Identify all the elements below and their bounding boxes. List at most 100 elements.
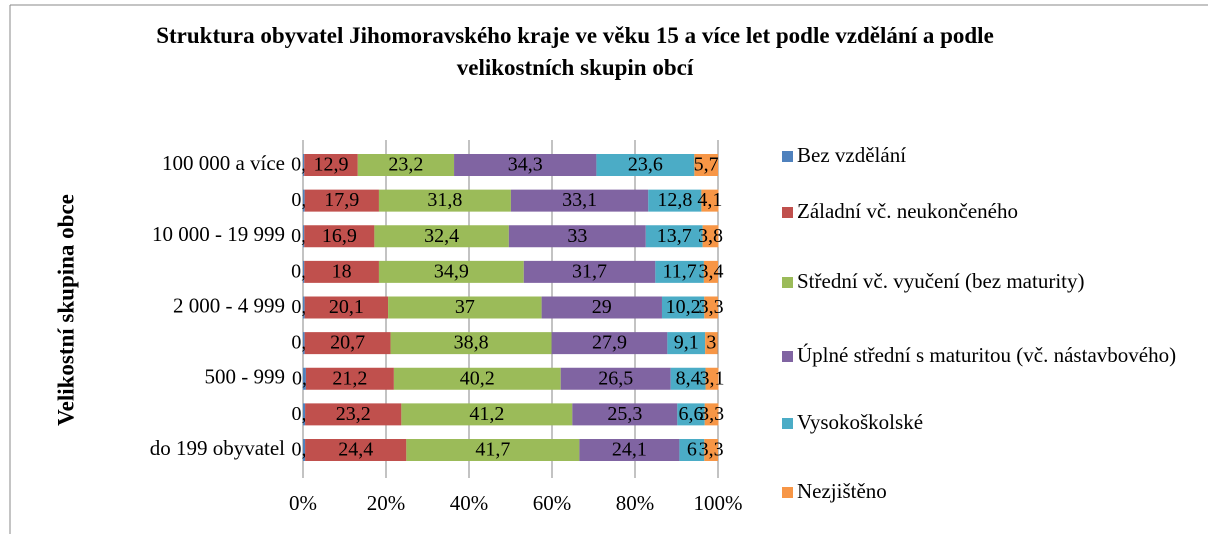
bar-segment	[303, 225, 305, 248]
bar-segment	[541, 296, 662, 319]
y-tick-label: 10 000 - 19 999	[152, 222, 285, 246]
bar-segment	[304, 154, 358, 176]
bar-segment	[701, 189, 719, 212]
data-label: 23,2	[336, 403, 371, 425]
data-label: 3,1	[699, 367, 724, 389]
data-label: 13,7	[657, 225, 692, 247]
data-label: 6,6	[679, 403, 704, 425]
bar-segment	[694, 154, 718, 176]
y-tick-label: 2 000 - 4 999	[173, 293, 285, 317]
bar-segment	[401, 403, 573, 426]
bar-segment	[677, 403, 705, 426]
bar-segment	[378, 260, 524, 283]
data-label: 34,3	[508, 154, 543, 176]
data-label: 3,3	[699, 296, 724, 318]
bar-segment	[303, 154, 305, 176]
chart-title: Struktura obyvatel Jihomoravského kraje …	[156, 23, 994, 80]
data-label: 17,9	[324, 189, 359, 211]
data-label: 3,8	[698, 225, 723, 247]
data-label: 32,4	[424, 225, 459, 247]
legend-label: Střední vč. vyučení (bez maturity)	[797, 269, 1085, 293]
bar-segment	[596, 154, 695, 176]
bar-segment	[305, 403, 402, 426]
bar-segment	[704, 403, 719, 426]
legend-label: Vysokoškolské	[797, 410, 923, 434]
data-label: 20,1	[329, 296, 364, 318]
legend-label: Úplné střední s maturitou (vč. nástavbov…	[797, 343, 1176, 367]
legend-label: Bez vzdělání	[797, 143, 906, 167]
data-label: 29	[592, 296, 612, 318]
x-tick-label: 80%	[616, 491, 655, 515]
data-label: 23,2	[388, 154, 423, 176]
bar-segment	[303, 189, 305, 212]
bar-segment	[304, 260, 379, 283]
legend-swatch	[782, 151, 793, 162]
bar-segment	[378, 189, 511, 212]
data-label: 34,9	[434, 260, 469, 282]
data-label: 12,8	[657, 189, 692, 211]
bar-segment	[303, 403, 306, 426]
data-label: 31,7	[572, 260, 607, 282]
bar-segment	[304, 225, 375, 248]
bar-segment	[304, 189, 379, 212]
bar-segment	[390, 332, 552, 355]
bar-segment	[704, 439, 718, 461]
legend-swatch	[782, 418, 793, 429]
legend-label: Nezjištěno	[797, 479, 887, 503]
bar-segment	[655, 260, 704, 283]
bar-segment	[560, 367, 671, 390]
bar-segment	[667, 332, 706, 355]
data-label: 4,1	[697, 189, 722, 211]
y-tick-label: 100 000 a více	[162, 151, 285, 175]
bar-segment	[572, 403, 678, 426]
data-label: 26,5	[598, 367, 633, 389]
data-label: 24,1	[612, 439, 647, 461]
legend-swatch	[782, 207, 793, 218]
bar-segment	[670, 367, 706, 390]
data-label: 12,9	[314, 154, 349, 176]
bar-segment	[303, 260, 305, 283]
data-label: 20,7	[330, 332, 365, 354]
data-label: 6	[687, 439, 697, 461]
x-tick-label: 60%	[533, 491, 572, 515]
bar-segment	[406, 439, 580, 461]
bar-segment	[645, 225, 703, 248]
bar-segment	[704, 296, 718, 319]
x-tick-label: 100%	[694, 491, 743, 515]
bar-segment	[305, 439, 407, 461]
bar-segment	[702, 225, 719, 248]
data-label: 3	[706, 332, 716, 354]
data-label: 37	[455, 296, 475, 318]
bar-segment	[510, 189, 649, 212]
bar-segment	[303, 296, 305, 319]
bar-segment	[679, 439, 705, 461]
legend-swatch	[782, 351, 793, 362]
data-label: 8,4	[676, 367, 701, 389]
y-axis-title: Velikostní skupina obce	[53, 194, 78, 426]
data-label: 33,1	[562, 189, 597, 211]
bar-segment	[393, 367, 561, 390]
data-label: 25,3	[607, 403, 642, 425]
bar-segment	[304, 296, 389, 319]
data-label: 33	[567, 225, 587, 247]
data-label: 5,7	[694, 154, 719, 176]
bar-segment	[703, 260, 718, 283]
data-label: 10,2	[666, 296, 701, 318]
data-label: 41,7	[475, 439, 510, 461]
bar-segment	[305, 367, 394, 390]
legend-swatch	[782, 277, 793, 288]
data-label: 21,2	[332, 367, 367, 389]
bar-segment	[661, 296, 705, 319]
bar-segment	[374, 225, 509, 248]
bar-segment	[303, 439, 306, 461]
bar-segment	[454, 154, 597, 176]
data-label: 18	[332, 260, 352, 282]
legend-swatch	[782, 487, 793, 498]
x-tick-label: 40%	[450, 491, 489, 515]
data-label: 38,8	[454, 332, 489, 354]
bar-segment	[705, 332, 718, 355]
x-tick-label: 20%	[367, 491, 406, 515]
bar-segment	[551, 332, 668, 355]
bar-segment	[523, 260, 656, 283]
